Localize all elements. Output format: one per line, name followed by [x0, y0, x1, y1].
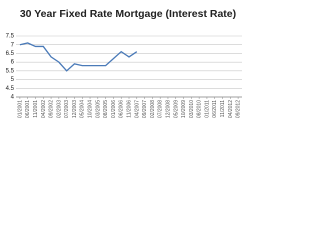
- x-tick-label: 05/2004: [80, 100, 86, 118]
- x-tick-label: 11/2006: [127, 100, 133, 118]
- y-tick-label: 4: [11, 95, 15, 101]
- y-tick-label: 6.5: [6, 51, 15, 57]
- x-tick-label: 07/2003: [64, 100, 70, 118]
- x-tick-label: 06/2011: [212, 100, 218, 118]
- y-tick-label: 5.5: [6, 68, 15, 74]
- y-tick-label: 5: [11, 77, 15, 83]
- x-tick-label: 11/2001: [33, 100, 39, 118]
- x-tick-label: 10/2009: [181, 100, 187, 118]
- x-tick-label: 03/2005: [95, 100, 101, 118]
- x-tick-label: 07/2008: [158, 100, 164, 118]
- x-tick-label: 04/2012: [228, 100, 234, 118]
- x-tick-label: 12/2008: [165, 100, 171, 118]
- x-tick-label: 09/2007: [142, 100, 148, 118]
- x-tick-label: 05/2009: [173, 100, 179, 118]
- y-tick-label: 4.5: [6, 86, 15, 92]
- x-tick-label: 01/2011: [204, 100, 210, 118]
- x-tick-label: 06/2006: [119, 100, 125, 118]
- x-tick-label: 09/2012: [236, 100, 242, 118]
- x-tick-label: 10/2004: [88, 100, 94, 118]
- x-tick-label: 08/2005: [103, 100, 109, 118]
- chart: 30 Year Fixed Rate Mortgage (Interest Ra…: [6, 8, 242, 118]
- x-tick-label: 11/2011: [220, 100, 226, 118]
- line-series: [19, 42, 138, 72]
- x-tick-label: 04/2007: [134, 100, 140, 118]
- x-tick-label: 06/2001: [25, 100, 31, 118]
- x-tick-label: 02/2008: [150, 100, 156, 118]
- x-tick-label: 12/2003: [72, 100, 78, 118]
- y-tick-label: 7.5: [6, 34, 15, 40]
- x-tick-label: 08/2010: [197, 100, 203, 118]
- chart-title: 30 Year Fixed Rate Mortgage (Interest Ra…: [20, 8, 236, 20]
- y-tick-label: 7: [11, 42, 15, 48]
- x-tick-label: 04/2002: [41, 100, 47, 118]
- x-tick-label: 01/2006: [111, 100, 117, 118]
- x-tick-label: 03/2010: [189, 100, 195, 118]
- y-tick-label: 6: [11, 60, 15, 66]
- x-tick-label: 01/2001: [17, 100, 23, 118]
- x-tick-label: 09/2002: [49, 100, 55, 118]
- x-tick-label: 02/2003: [56, 100, 62, 118]
